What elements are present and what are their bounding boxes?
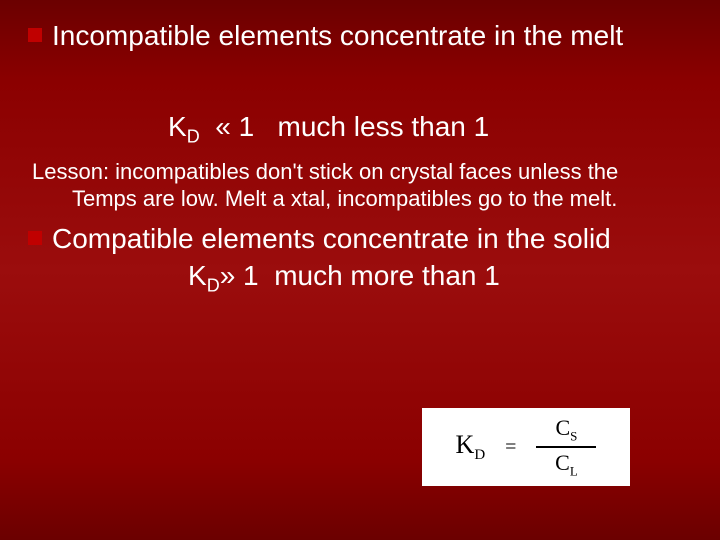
kd-meaning: much less than 1 xyxy=(278,111,490,142)
formula-num-sub: S xyxy=(570,428,577,443)
formula-box: KD = CS CL xyxy=(422,408,630,486)
bullet-incompatible: Incompatible elements concentrate in the… xyxy=(28,18,692,53)
formula-lhs-symbol: K xyxy=(456,430,475,459)
bullet-compatible: Compatible elements concentrate in the s… xyxy=(28,221,692,256)
lesson-line2: Temps are low. Melt a xtal, incompatible… xyxy=(32,185,692,213)
square-bullet-icon xyxy=(28,28,42,42)
formula-equals: = xyxy=(505,436,516,459)
formula-denominator: CL xyxy=(547,448,586,481)
kd-subscript: D xyxy=(207,275,220,295)
kd-formula: KD = CS CL xyxy=(456,413,597,482)
kd-relation: » 1 xyxy=(220,260,259,291)
formula-numerator: CS xyxy=(547,413,585,446)
kd-compatible-line: KD» 1 much more than 1 xyxy=(188,260,692,297)
kd-incompatible-line: KD « 1 much less than 1 xyxy=(168,111,692,148)
formula-lhs-sub: D xyxy=(474,447,485,463)
formula-den-sub: L xyxy=(570,463,578,478)
lesson-text: Lesson: incompatibles don't stick on cry… xyxy=(28,158,692,213)
formula-lhs: KD xyxy=(456,430,486,464)
square-bullet-icon xyxy=(28,231,42,245)
formula-num-symbol: C xyxy=(555,415,570,440)
slide: Incompatible elements concentrate in the… xyxy=(0,0,720,540)
kd-symbol: K xyxy=(168,111,187,142)
kd-relation: « 1 xyxy=(215,111,254,142)
kd-symbol: K xyxy=(188,260,207,291)
formula-fraction: CS CL xyxy=(536,413,596,482)
bullet-compatible-text: Compatible elements concentrate in the s… xyxy=(52,221,611,256)
kd-meaning: much more than 1 xyxy=(274,260,500,291)
kd-subscript: D xyxy=(187,127,200,147)
lesson-line1: Lesson: incompatibles don't stick on cry… xyxy=(32,159,618,184)
bullet-incompatible-text: Incompatible elements concentrate in the… xyxy=(52,18,623,53)
formula-den-symbol: C xyxy=(555,450,570,475)
